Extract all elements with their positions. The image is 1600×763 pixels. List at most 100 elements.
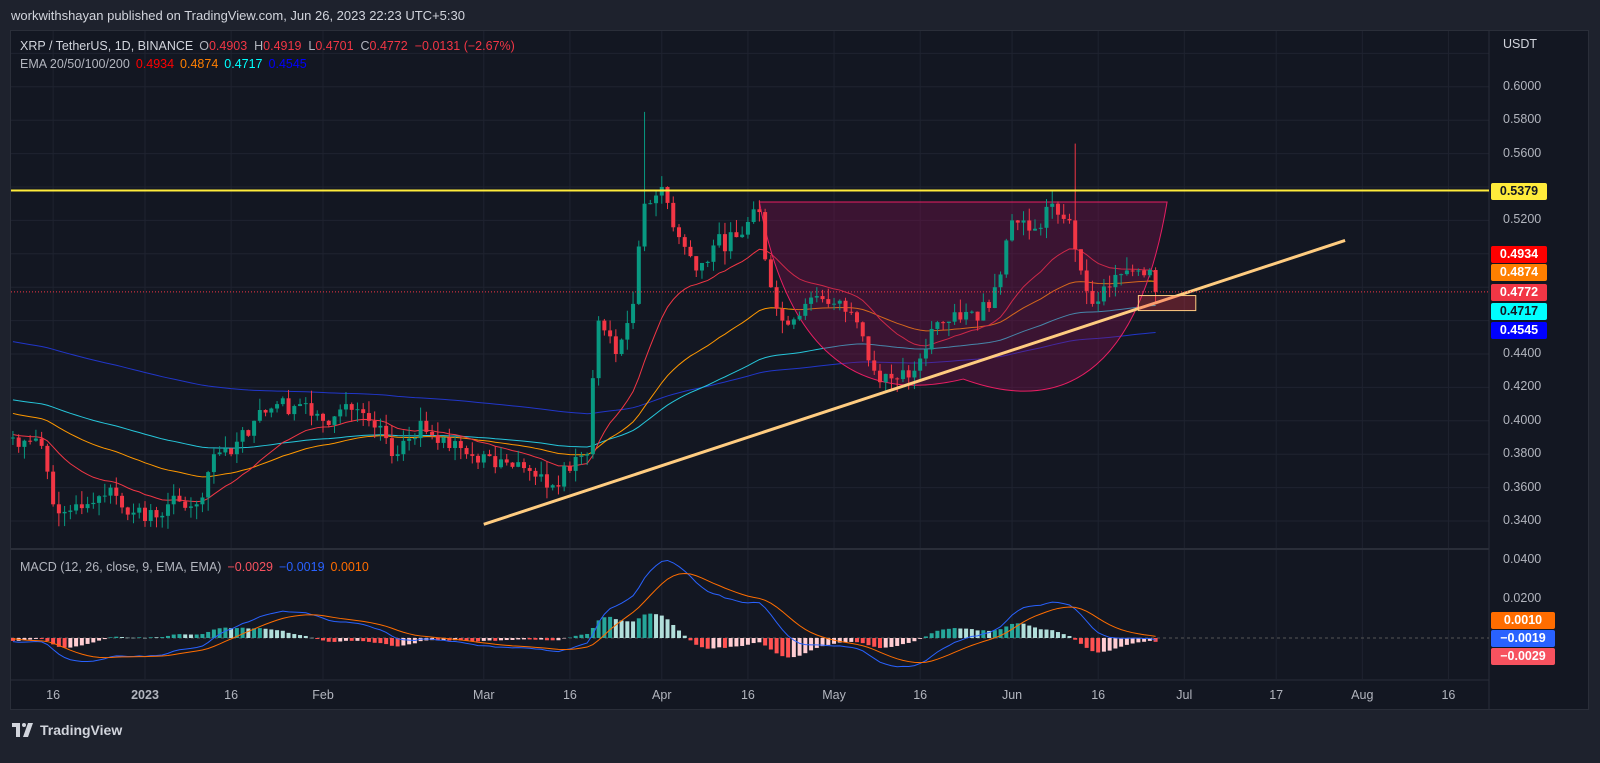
candle-body [774,287,779,309]
candle-body [860,322,865,337]
macd-histogram-bar [148,637,153,638]
candle-body [883,373,888,383]
macd-histogram-bar [900,638,905,645]
candle [602,318,607,336]
candle [521,458,526,473]
candle-body [269,408,274,413]
candle-body [843,300,848,312]
macd-histogram-bar [1090,638,1095,652]
candle [1044,199,1049,239]
macd-histogram-bar [728,638,733,647]
candle-body [631,303,636,324]
macd-histogram-bar [476,638,481,642]
candle [504,453,509,466]
macd-histogram-bar [975,630,980,638]
macd-histogram-bar [923,636,928,638]
tradingview-logo[interactable]: TradingView [12,722,122,738]
candle [412,433,417,445]
tradingview-logo-icon [12,723,33,737]
candle-body [1090,290,1095,304]
candle [68,504,73,520]
candle [923,338,928,367]
candle [1153,267,1158,304]
candle [229,447,234,457]
candle-body [120,495,125,508]
candle-body [613,336,618,354]
macd-histogram-bar [499,638,504,641]
macd-histogram-bar [1130,638,1135,644]
candle [590,370,595,459]
candle [1142,267,1147,278]
candle-body [906,370,911,378]
time-tick: Feb [312,688,334,702]
candle-body [315,413,320,416]
candle [998,271,1003,295]
macd-histogram-bar [315,638,320,640]
candle-body [62,511,67,514]
macd-histogram-bar [217,628,222,638]
candle-body [734,232,739,238]
candle-body [803,303,808,316]
candle-body [91,502,96,505]
macd-histogram-bar [855,638,860,643]
macd-histogram-bar [946,628,951,638]
macd-histogram-bar [211,629,216,638]
macd-histogram-bar [62,638,67,648]
candle [1073,143,1078,262]
macd-value-label: 0.0010 [1491,612,1555,629]
candle-body [872,360,877,371]
macd-histogram-bar [39,638,44,640]
candle-body [217,452,222,455]
candle-body [573,456,578,471]
candle-body [780,308,785,321]
candle [33,429,38,442]
price-tick: 0.5800 [1503,112,1542,127]
symbol-name[interactable]: XRP / TetherUS, 1D, BINANCE [20,39,194,53]
candle-body [510,462,515,467]
macd-histogram-bar [688,638,693,641]
candle [1055,201,1060,224]
candle-body [1153,269,1158,292]
candle [556,475,561,495]
candle [809,291,814,311]
candle-body [481,454,486,463]
candle-body [1038,227,1043,229]
macd-histogram-bar [602,617,607,638]
candle [315,410,320,421]
macd-histogram-bar [791,638,796,658]
macd-histogram-bar [286,632,291,638]
candle-body [757,209,762,213]
ema-legend[interactable]: EMA 20/50/100/200 0.4934 0.4874 0.4717 0.454… [20,57,313,71]
candle [636,240,641,306]
macd-legend[interactable]: MACD (12, 26, close, 9, EMA, EMA) −0.0029… [20,560,375,574]
candle [137,503,142,519]
candle [303,397,308,414]
candle-body [372,420,377,428]
candle-body [682,237,687,247]
macd-histogram-bar [665,619,670,638]
macd-histogram-bar [636,618,641,638]
candle-body [849,311,854,313]
candle [1038,223,1043,236]
candle [820,289,825,303]
chart-frame[interactable] [10,30,1589,710]
candle-body [975,311,980,321]
time-tick: 17 [1269,688,1284,702]
macd-histogram-bar [1021,623,1026,638]
macd-histogram-bar [717,638,722,648]
candle-body [1073,220,1078,250]
ema-label: EMA 20/50/100/200 [20,57,130,71]
macd-histogram-bar [493,638,498,641]
candle-body [1096,301,1101,304]
candle-body [447,437,452,449]
symbol-legend: XRP / TetherUS, 1D, BINANCE O0.4903 H0.49… [20,39,521,53]
macd-histogram-bar [56,638,61,647]
candle [372,411,377,439]
candle [435,422,440,450]
candle-body [619,339,624,354]
candle-body [389,438,394,457]
candle-body [717,234,722,246]
macd-histogram-bar [832,638,837,644]
candle-body [866,336,871,361]
